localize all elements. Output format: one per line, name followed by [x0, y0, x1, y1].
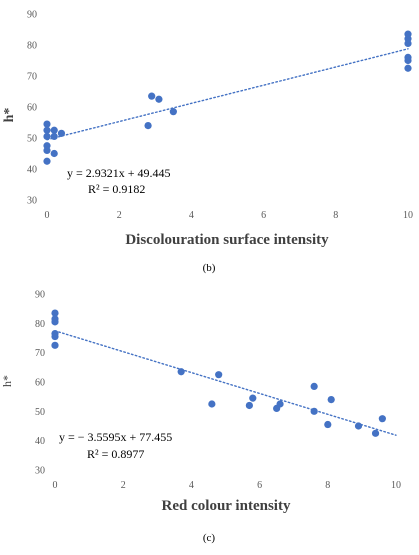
y-tick-labels-c: 30 40 50 60 70 80 90 [35, 290, 45, 477]
scatter-panel-b: 30 40 50 60 70 80 90 0 2 4 6 8 10 h* Discolouration… [2, 10, 413, 275]
data-point-b [43, 157, 51, 165]
y-tick-label-c: 30 [35, 466, 45, 477]
y-tick-label-c: 80 [35, 319, 45, 330]
data-point-c [51, 332, 59, 341]
data-point-c [354, 422, 363, 430]
y-tick-label-b: 90 [27, 10, 37, 21]
y-tick-labels-b: 30 40 50 60 70 80 90 [27, 10, 37, 207]
regression-equation-c: y = − 3.5595x + 77.455 [59, 430, 172, 444]
x-tick-label-b: 8 [333, 210, 338, 221]
data-point-b [50, 149, 58, 158]
x-tick-label-c: 0 [53, 480, 58, 491]
data-point-b [50, 132, 58, 141]
x-tick-label-c: 6 [257, 480, 262, 491]
data-point-c [208, 400, 216, 408]
y-tick-label-b: 70 [27, 72, 37, 83]
x-tick-label-c: 10 [391, 480, 401, 491]
data-points-b [43, 30, 412, 165]
y-tick-label-b: 80 [27, 41, 37, 52]
x-tick-label-b: 0 [45, 210, 50, 221]
regression-equation-b: y = 2.9321x + 49.445 [67, 166, 171, 180]
y-tick-label-c: 50 [35, 407, 45, 418]
y-tick-label-b: 50 [27, 134, 37, 145]
data-point-c [327, 396, 335, 404]
data-point-b [404, 64, 412, 72]
data-point-b [404, 56, 412, 65]
x-tick-label-b: 10 [403, 210, 413, 221]
data-point-c [276, 400, 284, 408]
x-tick-label-c: 8 [325, 480, 330, 491]
data-point-b [50, 126, 58, 134]
data-point-b [43, 132, 51, 141]
data-point-c [249, 394, 257, 402]
y-tick-label-c: 90 [35, 290, 45, 301]
scatter-panel-c: 30 40 50 60 70 80 90 0 2 4 6 8 10 h* Red colour int… [0, 290, 401, 545]
data-point-b [57, 129, 66, 137]
data-point-c [177, 368, 185, 376]
data-point-c [310, 407, 318, 415]
y-tick-label-c: 70 [35, 348, 45, 359]
x-axis-label-c: Red colour intensity [162, 498, 291, 514]
data-point-c [324, 420, 332, 429]
data-points-c [51, 309, 386, 437]
data-point-c [378, 415, 386, 423]
x-axis-label-b: Discolouration surface intensity [125, 232, 329, 248]
trendline-b [46, 48, 409, 141]
x-tick-labels-b: 0 2 4 6 8 10 [45, 210, 414, 221]
data-point-c [245, 401, 253, 410]
data-point-b [43, 146, 51, 154]
x-tick-label-c: 2 [121, 480, 126, 491]
x-tick-labels-c: 0 2 4 6 8 10 [53, 480, 402, 491]
x-tick-label-b: 2 [117, 210, 122, 221]
x-tick-label-b: 4 [189, 210, 194, 221]
y-tick-label-c: 40 [35, 436, 45, 447]
data-point-c [51, 318, 59, 326]
data-point-b [43, 120, 51, 128]
y-tick-label-b: 30 [27, 196, 37, 207]
y-tick-label-b: 60 [27, 103, 37, 114]
data-point-b [169, 108, 177, 116]
r-squared-b: R² = 0.9182 [88, 182, 145, 196]
data-point-c [51, 341, 59, 349]
data-point-c [51, 309, 59, 317]
trendline-c [54, 330, 397, 436]
y-axis-label-c: h* [0, 375, 14, 387]
data-point-c [371, 429, 380, 437]
panel-label-c: (c) [203, 532, 216, 544]
x-tick-label-b: 6 [261, 210, 266, 221]
data-point-b [144, 122, 152, 130]
r-squared-c: R² = 0.8977 [87, 447, 144, 461]
data-point-c [310, 382, 318, 390]
y-tick-label-b: 40 [27, 165, 37, 176]
y-tick-label-c: 60 [35, 378, 45, 389]
x-tick-label-c: 4 [189, 480, 194, 491]
data-point-b [404, 39, 412, 48]
data-point-c [215, 371, 223, 379]
data-point-b [148, 92, 156, 100]
panel-label-b: (b) [203, 262, 216, 274]
y-axis-label-b: h* [2, 108, 17, 123]
data-point-b [43, 126, 51, 134]
data-point-b [155, 95, 163, 103]
